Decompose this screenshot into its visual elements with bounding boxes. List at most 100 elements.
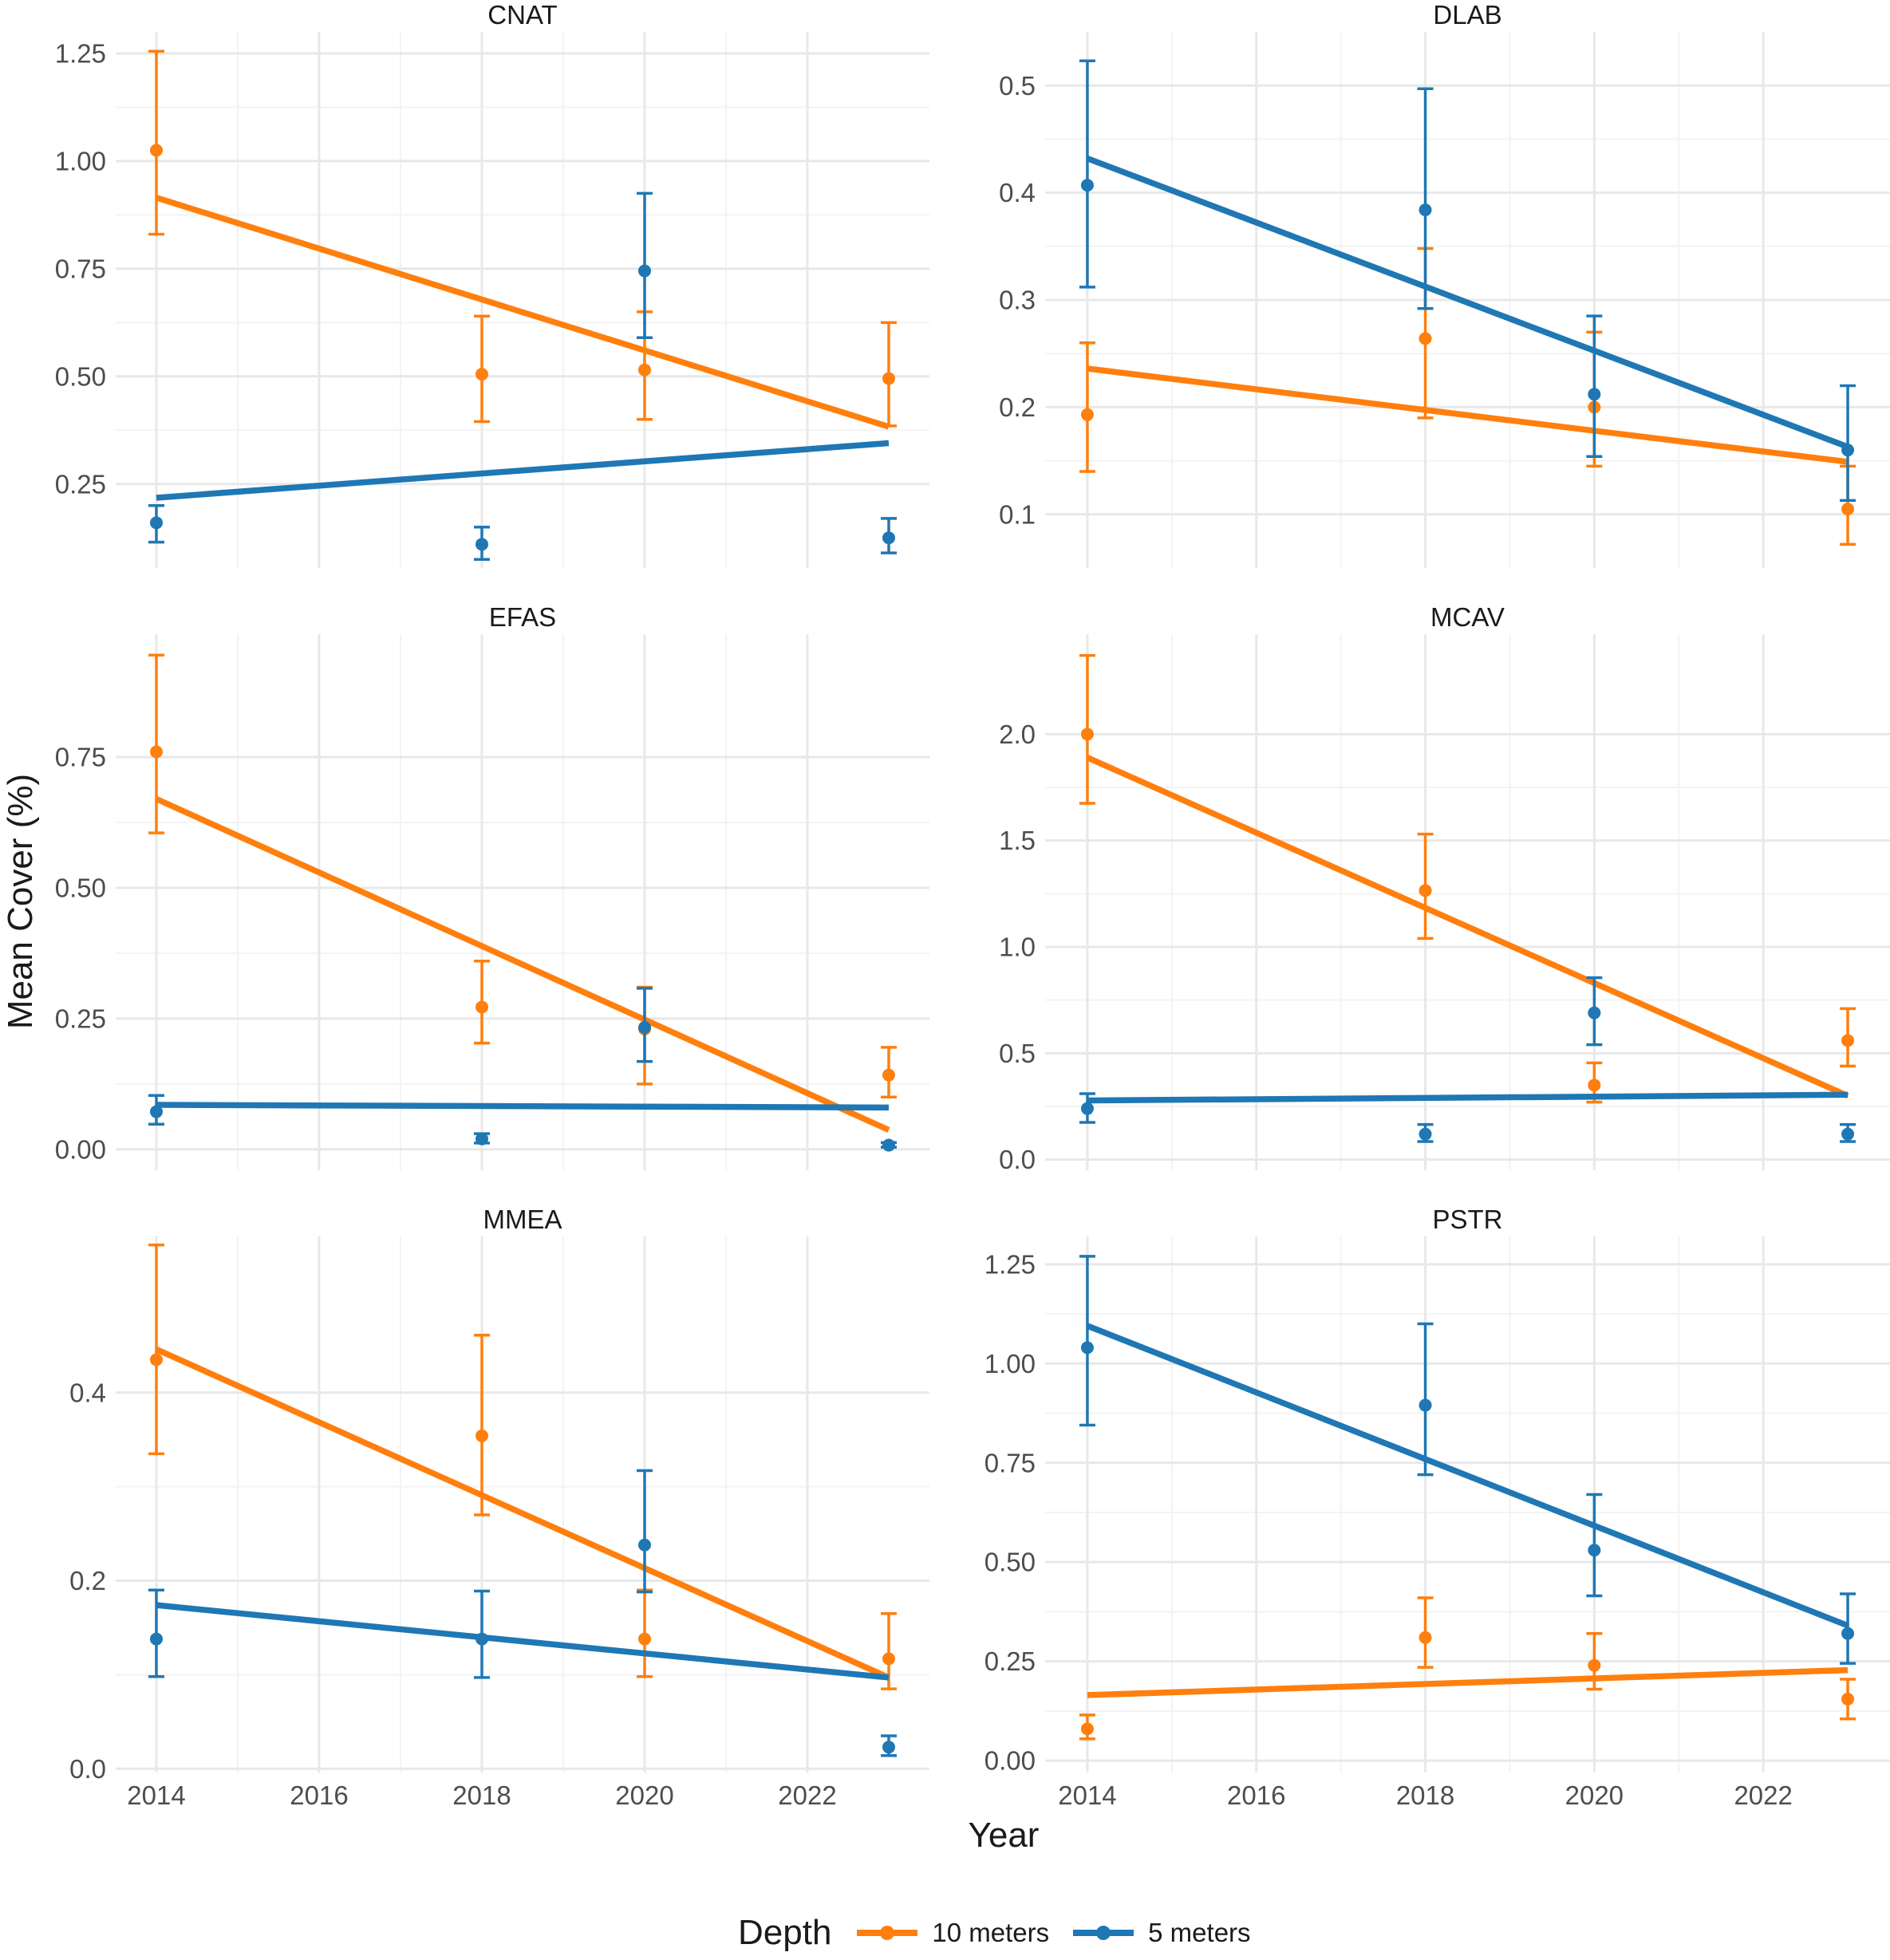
legend-title: Depth xyxy=(738,1913,832,1952)
y-tick-label: 0.5 xyxy=(999,1039,1036,1068)
y-tick-label: 1.25 xyxy=(55,39,106,69)
data-point-5-meters xyxy=(1080,179,1094,192)
data-point-5-meters xyxy=(1418,203,1432,217)
data-point-5-meters xyxy=(475,1132,488,1146)
x-tick-label: 2016 xyxy=(290,1781,348,1810)
data-point-5-meters xyxy=(1841,1127,1855,1141)
y-tick-label: 0.3 xyxy=(999,286,1036,315)
data-point-10-meters xyxy=(1080,408,1094,421)
y-tick-label: 0.50 xyxy=(55,874,106,903)
trend-line-10-meters xyxy=(1087,365,1849,465)
y-tick-label: 0.50 xyxy=(984,1548,1036,1577)
data-point-10-meters xyxy=(1080,728,1094,741)
trend-line-5-meters xyxy=(1087,1091,1849,1104)
data-point-5-meters xyxy=(475,538,488,551)
trend-line-10-meters xyxy=(155,1347,890,1681)
data-point-5-meters xyxy=(1841,1627,1855,1640)
panel-pstr: PSTR 0.00 0.25 0.50 0.75 1.00 1.25 2014 2016 2018… xyxy=(984,1205,1890,1810)
data-point-10-meters xyxy=(882,372,895,385)
trend-line-5-meters xyxy=(1086,1323,1849,1629)
legend-key-5-meters xyxy=(1073,1926,1134,1940)
data-point-5-meters xyxy=(1080,1341,1094,1355)
x-tick-label: 2016 xyxy=(1227,1781,1285,1810)
x-tick-label: 2022 xyxy=(778,1781,836,1810)
y-tick-label: 1.00 xyxy=(984,1349,1036,1378)
y-tick-label: 1.5 xyxy=(999,826,1036,855)
trend-line-10-meters xyxy=(1086,755,1849,1099)
data-point-10-meters xyxy=(1418,1631,1432,1644)
data-point-10-meters xyxy=(1841,503,1855,516)
y-tick-label: 0.5 xyxy=(999,71,1036,101)
trend-line-10-meters xyxy=(1087,1666,1849,1698)
legend-item-5-meters: 5 meters xyxy=(1070,1917,1251,1949)
panel-mmea: MMEA 0.0 0.2 0.4 2014 2016 2018 2020 2022 xyxy=(69,1205,929,1810)
data-point-5-meters xyxy=(1588,1006,1601,1019)
trend-line-5-meters xyxy=(1086,156,1849,450)
data-point-5-meters xyxy=(1588,388,1601,401)
panel-mcav: MCAV 0.0 0.5 1.0 1.5 2.0 xyxy=(999,602,1890,1174)
data-point-5-meters xyxy=(150,516,163,530)
data-point-5-meters xyxy=(150,1105,163,1118)
data-point-5-meters xyxy=(882,1741,895,1754)
data-point-5-meters xyxy=(638,264,651,278)
x-axis-label: Year xyxy=(969,1816,1040,1855)
y-tick-label: 2.0 xyxy=(999,720,1036,749)
data-point-10-meters xyxy=(150,144,163,157)
trend-line-5-meters xyxy=(156,1102,890,1111)
y-tick-label: 0.25 xyxy=(55,1004,106,1033)
panel-title-dlab: DLAB xyxy=(1433,0,1501,30)
data-point-10-meters xyxy=(1588,1658,1601,1672)
data-point-5-meters xyxy=(1418,1127,1432,1141)
legend-key-10-meters xyxy=(857,1926,918,1940)
legend-label-5-meters: 5 meters xyxy=(1148,1918,1251,1947)
y-tick-label: 0.0 xyxy=(999,1145,1036,1174)
legend: Depth 10 meters 5 meters xyxy=(738,1911,1272,1955)
y-tick-label: 0.2 xyxy=(69,1566,106,1595)
y-tick-label: 0.4 xyxy=(999,178,1036,207)
x-tick-label: 2014 xyxy=(1058,1781,1116,1810)
data-point-10-meters xyxy=(1588,1079,1601,1092)
y-tick-label: 0.00 xyxy=(55,1134,106,1164)
x-tick-label: 2020 xyxy=(1565,1781,1624,1810)
data-point-10-meters xyxy=(475,1429,488,1442)
data-point-10-meters xyxy=(475,1000,488,1014)
data-point-10-meters xyxy=(1418,332,1432,345)
data-point-5-meters xyxy=(475,1632,488,1646)
y-tick-label: 0.25 xyxy=(55,469,106,499)
y-tick-label: 0.75 xyxy=(55,743,106,772)
legend-label-10-meters: 10 meters xyxy=(932,1918,1050,1947)
y-tick-label: 0.25 xyxy=(984,1646,1036,1676)
data-point-5-meters xyxy=(150,1632,163,1646)
y-tick-label: 0.00 xyxy=(984,1746,1036,1776)
y-tick-label: 0.50 xyxy=(55,361,106,391)
data-point-10-meters xyxy=(475,368,488,381)
y-tick-label: 0.0 xyxy=(69,1754,106,1784)
y-tick-label: 0.2 xyxy=(999,392,1036,422)
y-tick-label: 0.75 xyxy=(984,1448,1036,1477)
trend-line-5-meters xyxy=(156,440,890,501)
data-point-5-meters xyxy=(638,1538,651,1552)
y-axis-label: Mean Cover (%) xyxy=(1,774,40,1029)
panel-title-efas: EFAS xyxy=(489,602,556,632)
panel-dlab: DLAB 0.1 0.2 0.3 0.4 0.5 xyxy=(999,0,1890,568)
y-tick-label: 0.75 xyxy=(55,254,106,283)
y-tick-label: 0.4 xyxy=(69,1378,106,1407)
panel-efas: EFAS 0.00 0.25 0.50 0.75 xyxy=(55,602,929,1170)
data-point-10-meters xyxy=(638,363,651,377)
data-point-10-meters xyxy=(638,1632,651,1646)
data-point-10-meters xyxy=(1080,1722,1094,1736)
data-point-5-meters xyxy=(1418,1398,1432,1412)
y-tick-label: 1.25 xyxy=(984,1249,1036,1279)
y-tick-label: 1.0 xyxy=(999,933,1036,962)
trend-line-5-meters xyxy=(156,1602,890,1681)
x-tick-label: 2018 xyxy=(452,1781,511,1810)
data-point-5-meters xyxy=(882,1138,895,1152)
x-tick-label: 2020 xyxy=(615,1781,673,1810)
panel-title-pstr: PSTR xyxy=(1432,1205,1502,1234)
data-point-10-meters xyxy=(150,1353,163,1366)
panel-title-mmea: MMEA xyxy=(483,1205,562,1234)
data-point-5-meters xyxy=(1080,1102,1094,1115)
legend-item-10-meters: 10 meters xyxy=(854,1917,1049,1949)
data-point-10-meters xyxy=(1418,884,1432,897)
x-tick-label: 2014 xyxy=(127,1781,185,1810)
